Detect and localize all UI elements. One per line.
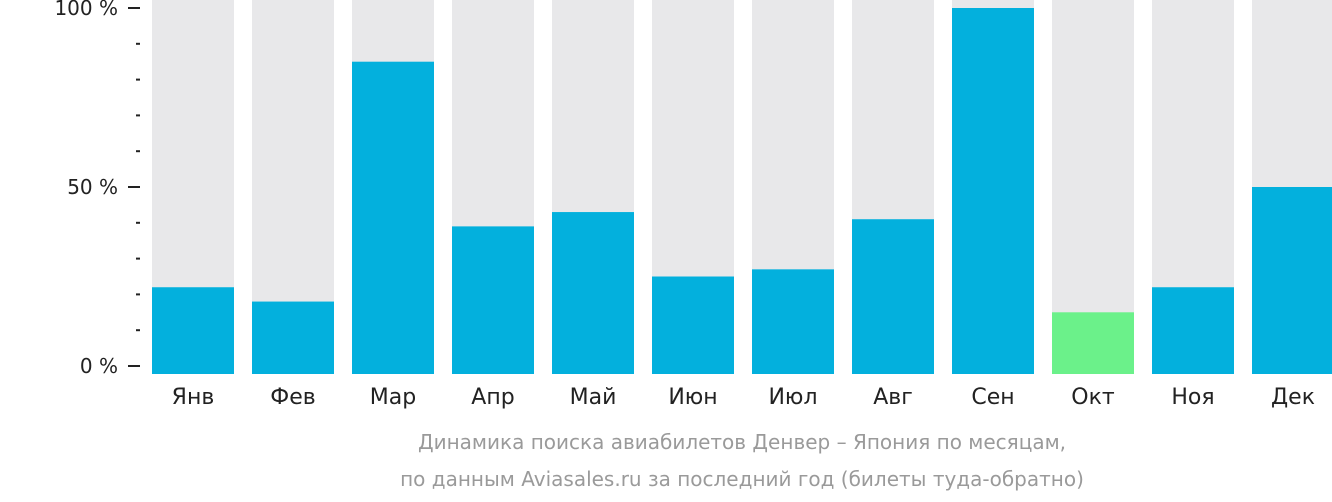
x-tick-label: Апр	[471, 385, 514, 410]
bar-background	[1052, 0, 1134, 366]
bar-4	[552, 212, 634, 374]
bar-9	[1052, 312, 1134, 374]
bar-8	[952, 8, 1034, 374]
chart-caption-line-1: Динамика поиска авиабилетов Денвер – Япо…	[417, 430, 1067, 454]
x-tick-label: Фев	[270, 385, 315, 410]
x-tick-label: Сен	[971, 385, 1014, 410]
y-tick-label: 100 %	[54, 0, 118, 20]
x-tick-label: Июн	[668, 385, 717, 410]
x-tick-label: Окт	[1071, 385, 1115, 410]
x-tick-label: Мар	[370, 385, 416, 410]
bar-3	[452, 226, 534, 374]
bars	[152, 0, 1332, 374]
bar-2	[352, 61, 434, 374]
x-tick-label: Авг	[873, 385, 913, 410]
x-tick-label: Янв	[172, 385, 215, 410]
y-tick-label: 0 %	[80, 354, 118, 378]
bar-7	[852, 219, 934, 374]
chart-caption-line-2: по данным Aviasales.ru за последний год …	[400, 467, 1084, 491]
bar-11	[1252, 187, 1332, 374]
y-tick-label: 50 %	[67, 175, 118, 199]
x-axis-labels: Янв Фев Мар Апр Май Июн Июл Авг Сен Окт Ноя Дек	[172, 385, 1315, 410]
bar-0	[152, 287, 234, 374]
x-tick-label: Ноя	[1171, 385, 1214, 410]
x-tick-label: Июл	[768, 385, 817, 410]
bar-1	[252, 301, 334, 374]
bar-5	[652, 276, 734, 374]
bar-10	[1152, 287, 1234, 374]
x-tick-label: Май	[570, 385, 617, 410]
bar-6	[752, 269, 834, 374]
y-axis: 0 % 50 % 100 %	[54, 0, 140, 378]
x-tick-label: Дек	[1271, 385, 1315, 410]
